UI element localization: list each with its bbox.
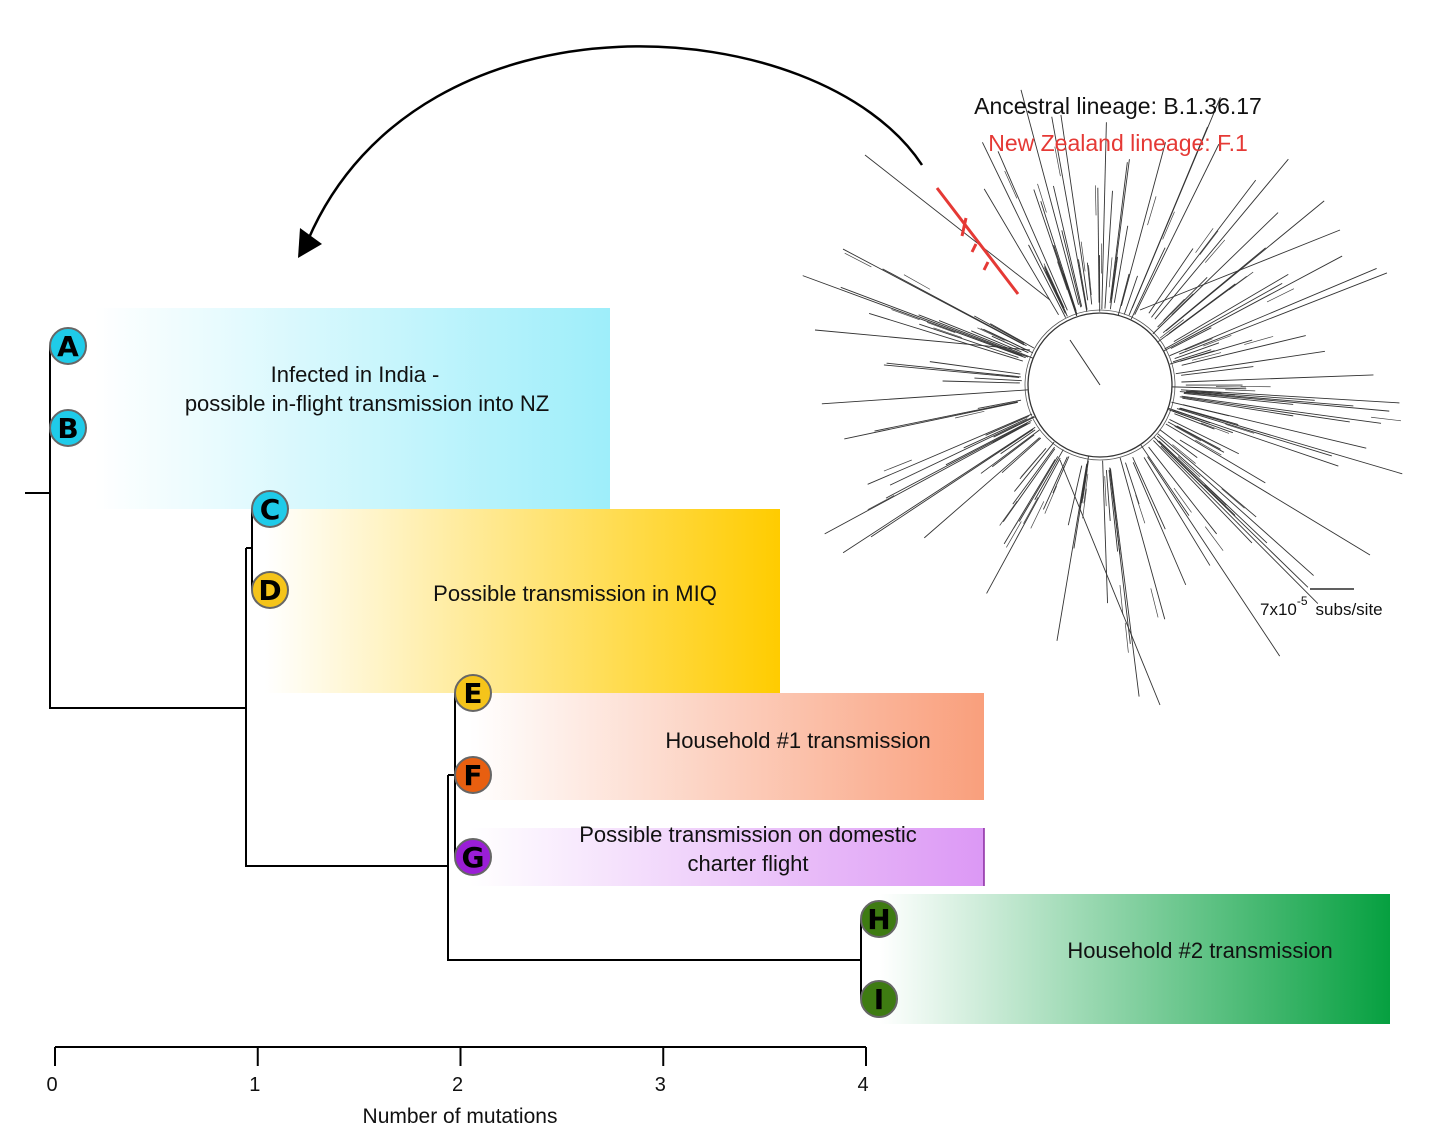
- node-label: D: [258, 574, 281, 607]
- node-label: F: [463, 759, 482, 792]
- node-label: E: [463, 677, 482, 710]
- node-label: A: [57, 330, 79, 363]
- branch-ab: [49, 346, 246, 709]
- band-india: [95, 308, 610, 509]
- nz-lineage-branch: [935, 187, 1020, 295]
- tick-label: 2: [452, 1074, 463, 1096]
- nz-lineage-label: New Zealand lineage: F.1: [988, 130, 1248, 156]
- node-f: F: [454, 756, 492, 794]
- node-label: I: [874, 983, 884, 1016]
- arrowhead-icon: [298, 228, 322, 258]
- node-e: E: [454, 674, 492, 712]
- x-axis: [54, 1046, 867, 1066]
- node-c: C: [251, 490, 289, 528]
- tick-label: 0: [46, 1074, 57, 1096]
- node-d: D: [251, 571, 289, 609]
- node-label: C: [260, 493, 281, 526]
- band-charter-flight-label: Possible transmission on domestic: [579, 822, 916, 847]
- tick-label: 1: [249, 1074, 260, 1096]
- node-label: B: [57, 412, 78, 445]
- node-b: B: [49, 409, 87, 447]
- node-label: H: [867, 903, 890, 936]
- branch-main2: [245, 548, 448, 867]
- x-axis-label: Number of mutations: [363, 1105, 558, 1128]
- band-charter-flight: [470, 828, 984, 886]
- node-i: I: [860, 980, 898, 1018]
- ancestral-lineage-label: Ancestral lineage: B.1.36.17: [974, 93, 1262, 119]
- band-charter-flight-label: charter flight: [687, 851, 808, 876]
- tick-label: 4: [857, 1074, 868, 1096]
- radial-tree: [802, 89, 1403, 706]
- branch-hi: [447, 775, 862, 999]
- scale-label: 7x10-5 subs/site: [1260, 594, 1383, 619]
- band-household-2-label: Household #2 transmission: [1067, 938, 1332, 963]
- band-household-1: [470, 693, 984, 800]
- node-h: H: [860, 900, 898, 938]
- node-g: G: [454, 838, 492, 876]
- group-bands: Infected in India - possible in-flight tr…: [95, 308, 1390, 1024]
- band-india-label: possible in-flight transmission into NZ: [185, 391, 549, 416]
- band-india-label: Infected in India -: [271, 362, 440, 387]
- branch-efg: [448, 693, 456, 857]
- band-miq-label: Possible transmission in MIQ: [433, 581, 717, 606]
- transfer-arrow: [298, 45, 924, 258]
- band-miq: [265, 509, 780, 693]
- band-household-2: [880, 894, 1390, 1024]
- node-label: G: [462, 841, 485, 874]
- tick-label: 3: [655, 1074, 666, 1096]
- band-household-1-label: Household #1 transmission: [665, 728, 930, 753]
- node-a: A: [49, 327, 87, 365]
